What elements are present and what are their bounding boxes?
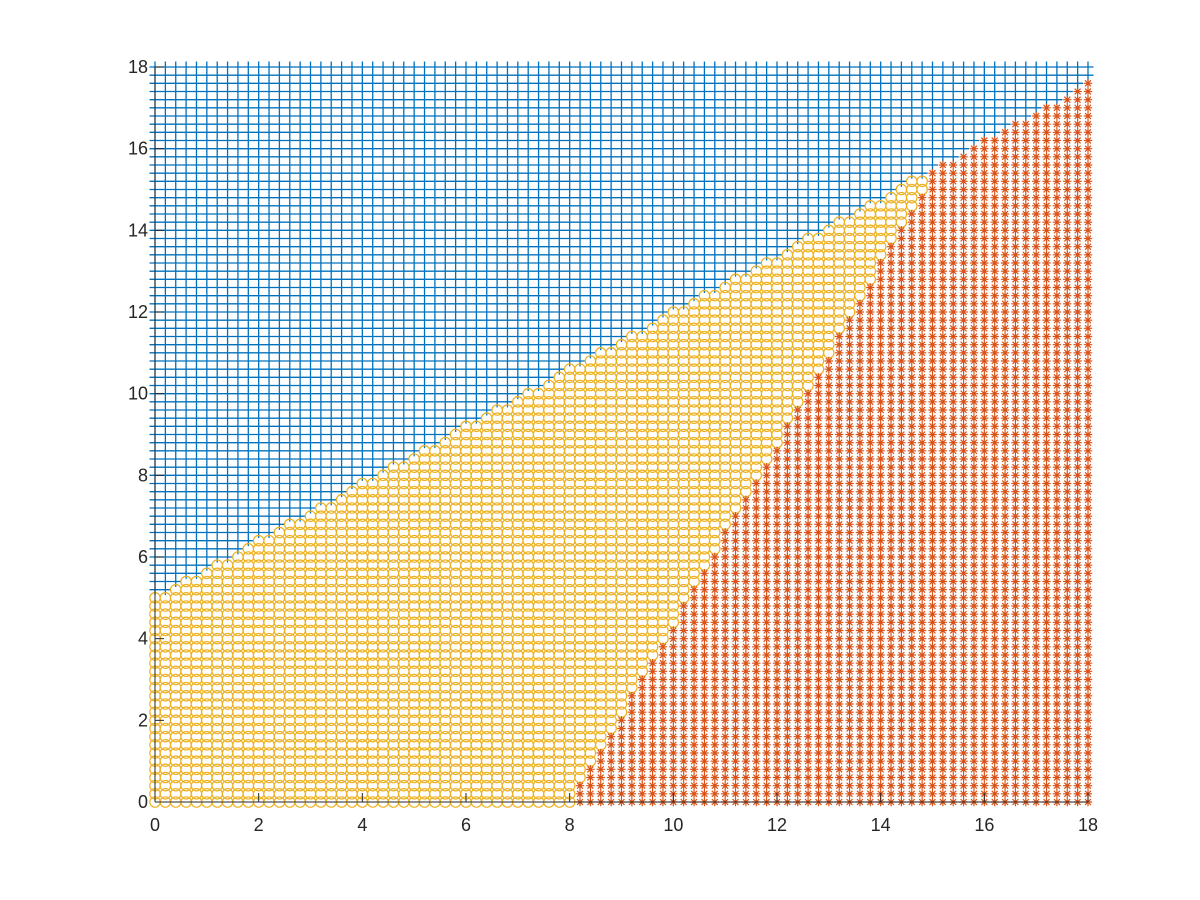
y-tick-label: 18 <box>128 57 148 77</box>
y-tick-label: 2 <box>138 710 148 730</box>
x-tick-label: 8 <box>565 815 575 835</box>
x-tick-label: 16 <box>974 815 994 835</box>
x-tick-label: 18 <box>1078 815 1098 835</box>
y-tick-label: 0 <box>138 792 148 812</box>
x-tick-label: 4 <box>357 815 367 835</box>
y-tick-label: 10 <box>128 384 148 404</box>
x-tick-label: 2 <box>254 815 264 835</box>
x-axis-ticks: 0 2 4 6 8 10 12 14 16 18 <box>150 793 1098 835</box>
x-tick-label: 0 <box>150 815 160 835</box>
y-tick-label: 16 <box>128 139 148 159</box>
y-tick-label: 4 <box>138 629 148 649</box>
y-tick-label: 14 <box>128 220 148 240</box>
y-tick-label: 8 <box>138 465 148 485</box>
x-tick-label: 12 <box>767 815 787 835</box>
y-tick-label: 6 <box>138 547 148 567</box>
x-tick-label: 10 <box>663 815 683 835</box>
axes: 0 2 4 6 8 10 12 14 16 18 0 2 4 6 8 10 12 14 16 18 <box>128 57 1098 835</box>
x-tick-label: 6 <box>461 815 471 835</box>
axis-lines <box>154 67 1088 803</box>
y-tick-label: 12 <box>128 302 148 322</box>
x-tick-label: 14 <box>871 815 891 835</box>
y-axis-ticks: 0 2 4 6 8 10 12 14 16 18 <box>128 57 164 812</box>
